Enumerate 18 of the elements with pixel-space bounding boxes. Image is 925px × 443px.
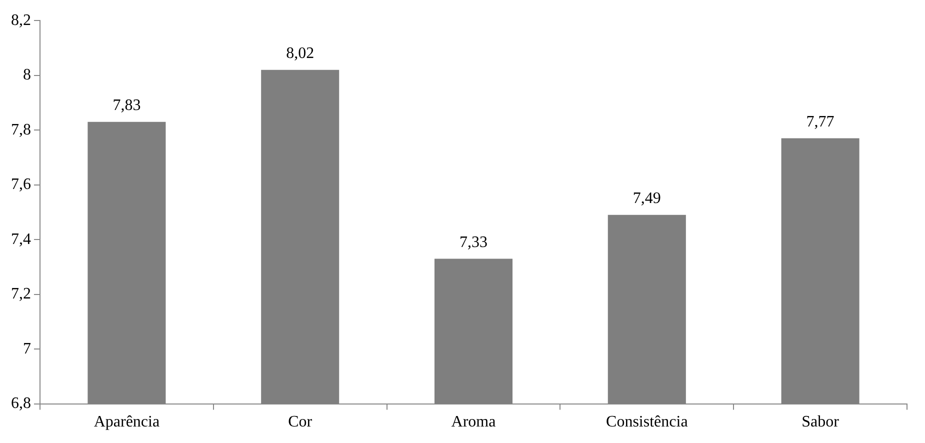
y-tick-label: 7,4 [11, 230, 31, 248]
y-tick-label: 8 [23, 66, 31, 84]
x-tick-label: Sabor [802, 414, 840, 431]
data-label: 8,02 [286, 45, 314, 62]
x-tick-label: Consistência [606, 414, 688, 431]
y-tick-label: 6,8 [11, 395, 31, 412]
x-tick-label: Aroma [451, 414, 496, 431]
y-tick-label: 7 [23, 340, 31, 358]
data-label: 7,77 [806, 114, 834, 130]
data-label: 7,49 [632, 190, 661, 208]
y-tick-label: 7,2 [11, 286, 31, 303]
y-tick-label: 7,8 [11, 121, 31, 138]
x-tick-label: Aparência [94, 414, 160, 431]
data-label: 7,33 [460, 234, 488, 251]
x-tick-label: Cor [288, 414, 313, 431]
y-tick-label: 7,6 [11, 176, 31, 194]
y-tick-label: 8,2 [11, 12, 31, 29]
data-label: 7,83 [112, 97, 141, 114]
